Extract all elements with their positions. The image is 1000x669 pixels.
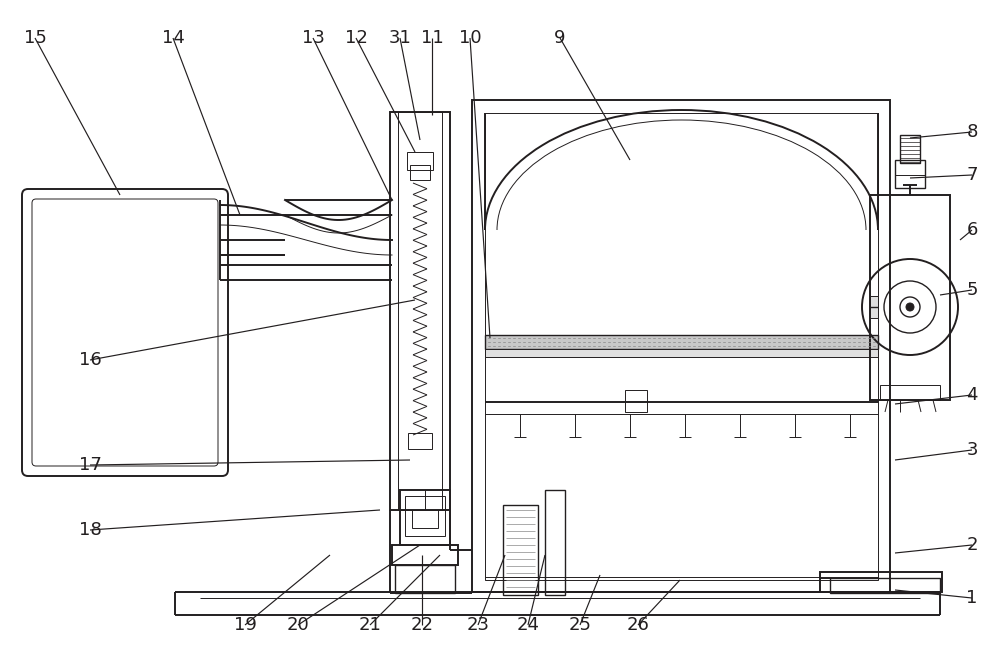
Text: 5: 5 [966, 281, 978, 299]
Bar [625, 390, 647, 412]
Bar [820, 572, 942, 592]
Bar [895, 160, 925, 188]
Text: 12: 12 [345, 29, 367, 47]
Text: 17: 17 [79, 456, 101, 474]
Text: 7: 7 [966, 166, 978, 184]
Text: 20: 20 [287, 616, 309, 634]
Bar [503, 505, 538, 595]
Bar [870, 195, 950, 400]
Text: 16: 16 [79, 351, 101, 369]
Bar [900, 135, 920, 163]
Bar [390, 112, 450, 510]
Text: 2: 2 [966, 536, 978, 554]
Text: 4: 4 [966, 386, 978, 404]
Text: 22: 22 [411, 616, 434, 634]
Text: 25: 25 [568, 616, 592, 634]
Text: 14: 14 [162, 29, 184, 47]
Bar [830, 578, 940, 593]
Text: 3: 3 [966, 441, 978, 459]
Text: 8: 8 [966, 123, 978, 141]
Text: 6: 6 [966, 221, 978, 239]
Text: 23: 23 [467, 616, 490, 634]
Bar [408, 433, 432, 449]
Text: 19: 19 [234, 616, 256, 634]
Bar [407, 152, 433, 170]
Bar [472, 100, 890, 592]
Bar [485, 113, 878, 580]
Bar [410, 165, 430, 180]
Bar [392, 545, 458, 565]
Bar [485, 349, 878, 357]
Bar [405, 496, 445, 536]
Text: 9: 9 [554, 29, 566, 47]
Bar [398, 112, 442, 510]
Text: 31: 31 [389, 29, 411, 47]
Bar [880, 385, 940, 400]
Text: 24: 24 [516, 616, 540, 634]
Text: 15: 15 [24, 29, 46, 47]
Bar [545, 490, 565, 595]
Bar [485, 335, 878, 349]
Text: 26: 26 [627, 616, 649, 634]
Bar [870, 296, 878, 318]
Bar [400, 490, 450, 545]
Text: 10: 10 [459, 29, 481, 47]
Bar [395, 565, 455, 593]
Text: 13: 13 [302, 29, 324, 47]
Text: 11: 11 [421, 29, 443, 47]
Text: 18: 18 [79, 521, 101, 539]
Text: 1: 1 [966, 589, 978, 607]
Circle shape [906, 303, 914, 311]
Text: 21: 21 [359, 616, 381, 634]
Bar [412, 510, 438, 528]
